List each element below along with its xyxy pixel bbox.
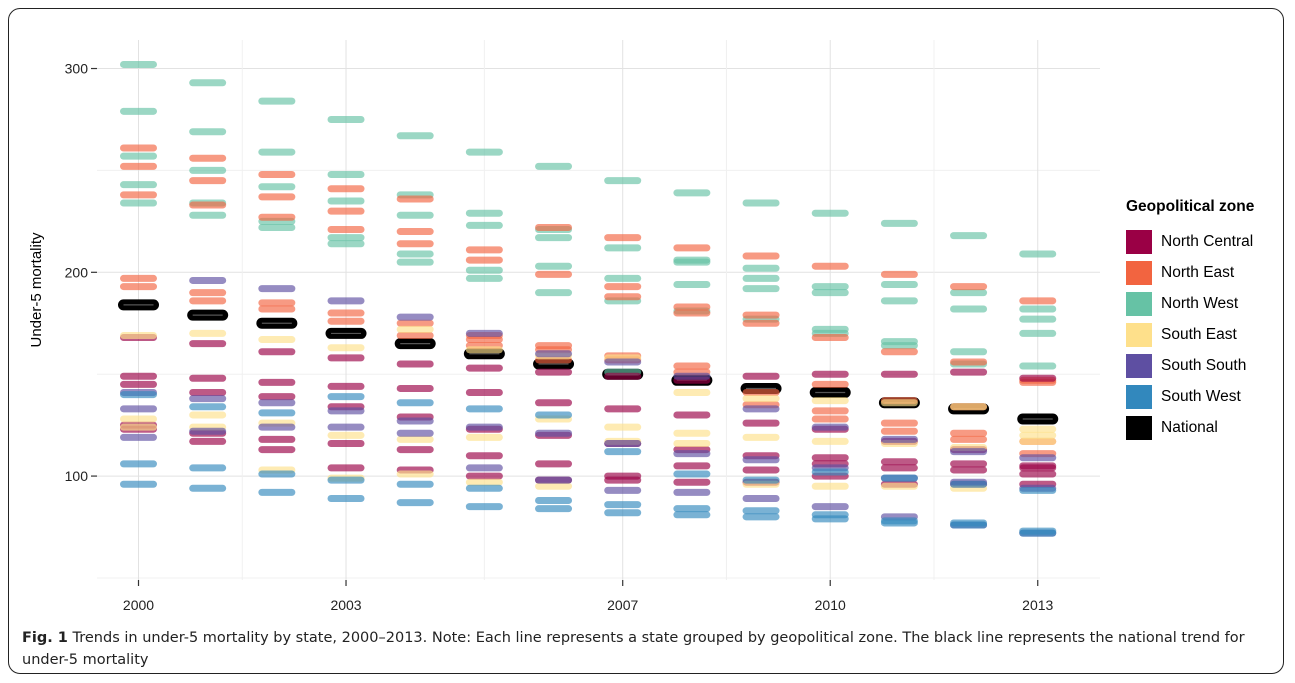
legend-swatch [1126, 229, 1152, 254]
figure-caption: Fig. 1 Trends in under-5 mortality by st… [22, 627, 1272, 671]
legend-item: North Central [1126, 226, 1254, 257]
legend-title: Geopolitical zone [1126, 198, 1255, 215]
legend-item: South West [1126, 381, 1254, 412]
series-north-east [120, 144, 1057, 305]
legend-label: North East [1161, 263, 1235, 281]
series-south-west [120, 391, 1057, 494]
legend-label: North West [1161, 294, 1239, 312]
series-south-west [120, 480, 1057, 537]
legend-item: South South [1126, 350, 1254, 381]
caption-text: Trends in under-5 mortality by state, 20… [22, 630, 1245, 668]
series-south-south [120, 276, 1057, 462]
legend-swatch [1126, 415, 1152, 440]
legend-swatch [1126, 353, 1152, 378]
legend: Geopolitical zone North Central North Eas… [1126, 198, 1254, 443]
x-tick-label: 2003 [330, 597, 361, 613]
legend-label: National [1161, 418, 1218, 436]
y-tick-label: 300 [65, 61, 89, 77]
y-tick-label: 100 [65, 468, 89, 484]
legend-swatch [1126, 291, 1152, 316]
series-north-central [120, 334, 1057, 384]
series-north-east [120, 162, 1057, 386]
legend-item: North East [1126, 257, 1254, 288]
legend-item: National [1126, 412, 1254, 443]
series-south-east [120, 325, 1057, 433]
series-north-east [120, 283, 1057, 458]
legend-swatch [1126, 260, 1152, 285]
legend-swatch [1126, 384, 1152, 409]
legend-swatch [1126, 322, 1152, 347]
legend-label: South West [1161, 387, 1241, 405]
series-north-west [120, 60, 1057, 258]
x-tick-label: 2000 [123, 597, 154, 613]
caption-label: Fig. 1 [22, 630, 68, 646]
grid [97, 40, 1100, 580]
axes: 100 200 300 2000 2003 2007 2010 2013 [65, 61, 1054, 613]
y-axis-label: Under-5 mortality [28, 232, 45, 348]
x-tick-label: 2010 [815, 597, 846, 613]
series-north-west [120, 199, 1057, 376]
legend-label: North Central [1161, 232, 1254, 250]
chart-marks [118, 60, 1059, 537]
series-north-east [120, 274, 1057, 445]
x-tick-label: 2007 [607, 597, 638, 613]
legend-label: South South [1161, 356, 1247, 374]
series-north-west [120, 152, 1057, 323]
legend-item: North West [1126, 288, 1254, 319]
series-north-west [120, 107, 1057, 313]
series-south-east [120, 411, 1057, 452]
legend-label: South East [1161, 325, 1237, 343]
legend-item: South East [1126, 319, 1254, 350]
x-tick-label: 2013 [1022, 597, 1053, 613]
y-tick-label: 200 [65, 264, 89, 280]
